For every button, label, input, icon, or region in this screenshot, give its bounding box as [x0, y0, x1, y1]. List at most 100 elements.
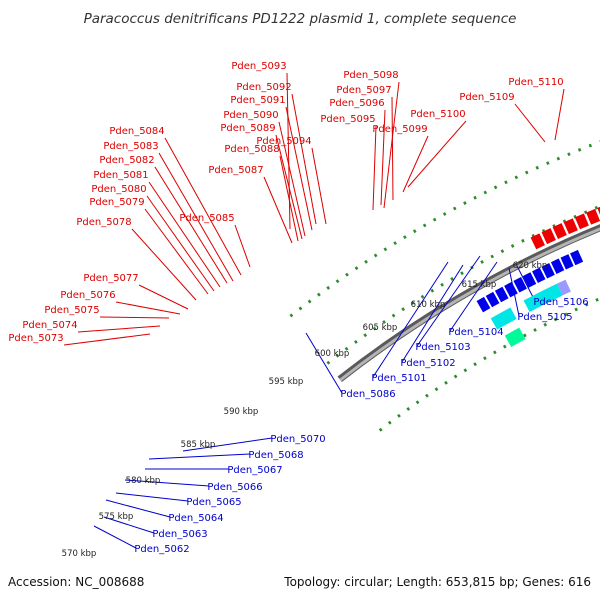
leader-line-pden-5102 — [401, 264, 464, 363]
forward-gene — [574, 213, 589, 230]
leader-line-pden-5083 — [158, 152, 234, 282]
leader-line-pden-5091 — [285, 106, 313, 231]
gene-label-pden-5070: Pden_5070 — [270, 434, 325, 445]
leader-line-pden-5099 — [402, 135, 429, 193]
gene-label-pden-5084: Pden_5084 — [109, 126, 164, 137]
tick-label-615-kbp: 615 kbp — [462, 280, 497, 290]
gene-label-pden-5091: Pden_5091 — [230, 95, 285, 106]
tick-label-610-kbp: 610 kbp — [411, 300, 446, 310]
reverse-gene — [494, 286, 509, 303]
accession-text: Accession: NC_008688 — [8, 575, 144, 589]
leader-line-pden-5070 — [182, 437, 273, 452]
gene-label-pden-5089: Pden_5089 — [220, 123, 275, 134]
leader-line-pden-5073 — [63, 333, 151, 346]
leader-line-pden-5086 — [305, 332, 343, 394]
gene-label-pden-5076: Pden_5076 — [60, 290, 115, 301]
leader-line-pden-5095 — [372, 125, 377, 211]
reverse-gene — [550, 258, 565, 274]
gene-label-pden-5096: Pden_5096 — [329, 98, 384, 109]
leader-line-pden-5082 — [154, 166, 228, 284]
gene-label-pden-5105: Pden_5105 — [517, 312, 572, 323]
gene-label-pden-5110: Pden_5110 — [508, 77, 563, 88]
leader-line-pden-5110 — [554, 88, 565, 141]
gene-label-pden-5080: Pden_5080 — [91, 184, 146, 195]
map-title: Paracoccus denitrificans PD1222 plasmid … — [84, 11, 517, 27]
gene-label-pden-5102: Pden_5102 — [400, 358, 455, 369]
reverse-block — [557, 279, 571, 296]
gene-label-pden-5067: Pden_5067 — [227, 465, 282, 476]
gene-label-pden-5075: Pden_5075 — [44, 305, 99, 316]
tick-label-575-kbp: 575 kbp — [99, 512, 134, 522]
gene-label-pden-5095: Pden_5095 — [320, 114, 375, 125]
gene-label-pden-5081: Pden_5081 — [93, 170, 148, 181]
reverse-gene — [485, 291, 500, 308]
leader-line-pden-5101 — [372, 261, 449, 378]
leader-line-pden-5074 — [77, 325, 161, 333]
leader-line-pden-5090 — [278, 121, 306, 237]
leader-line-pden-5088 — [279, 155, 299, 242]
forward-gene — [552, 223, 567, 240]
gene-label-pden-5086: Pden_5086 — [340, 389, 395, 400]
tick-label-585-kbp: 585 kbp — [181, 440, 216, 450]
gene-label-pden-5109: Pden_5109 — [459, 92, 514, 103]
gene-label-pden-5098: Pden_5098 — [343, 70, 398, 81]
leader-line-pden-5098 — [383, 81, 400, 209]
gene-labels: Pden_5093 Pden_5098 Pden_5110 Pden_5092 Pden… — [8, 61, 588, 555]
gene-label-pden-5097: Pden_5097 — [336, 85, 391, 96]
leader-line-pden-5089 — [275, 134, 303, 240]
gene-label-pden-5101: Pden_5101 — [371, 373, 426, 384]
leader-line-pden-5080 — [146, 195, 215, 292]
leader-line-pden-5084 — [164, 137, 242, 276]
gene-label-pden-5068: Pden_5068 — [248, 450, 303, 461]
gene-label-pden-5063: Pden_5063 — [152, 529, 207, 540]
leader-line-pden-5081 — [148, 181, 221, 288]
leader-line-pden-5064 — [105, 499, 171, 518]
reverse-block — [490, 307, 517, 330]
gene-label-pden-5078: Pden_5078 — [76, 217, 131, 228]
tick-label-570-kbp: 570 kbp — [62, 549, 97, 559]
scale-tick-labels: 570 kbp 575 kbp 580 kbp 585 kbp 590 kbp 595 k… — [62, 261, 548, 559]
leader-line-pden-5065 — [115, 492, 189, 502]
leader-line-pden-5109 — [514, 103, 546, 143]
leader-line-pden-5104 — [449, 261, 498, 332]
tick-label-580-kbp: 580 kbp — [126, 476, 161, 486]
gene-label-pden-5062: Pden_5062 — [134, 544, 189, 555]
reverse-gene — [513, 277, 527, 293]
leader-line-pden-5092 — [291, 93, 317, 225]
reverse-gene — [532, 267, 546, 284]
reverse-gene — [522, 272, 537, 288]
reverse-gene — [570, 249, 584, 266]
reverse-gene — [560, 254, 574, 270]
gene-label-pden-5085: Pden_5085 — [179, 213, 234, 224]
map-rings — [289, 140, 600, 432]
forward-gene — [530, 233, 545, 250]
gene-label-pden-5088: Pden_5088 — [224, 144, 279, 155]
gene-label-pden-5094: Pden_5094 — [256, 136, 311, 147]
reverse-gene — [504, 281, 518, 298]
leader-line-pden-5077 — [138, 284, 189, 310]
leader-line-pden-5087 — [263, 176, 293, 244]
gene-label-pden-5083: Pden_5083 — [103, 141, 158, 152]
leader-line-pden-5093 — [286, 72, 291, 230]
backbone-ring — [339, 227, 600, 382]
reverse-gene — [541, 263, 555, 279]
forward-gene — [586, 208, 600, 225]
gene-label-pden-5082: Pden_5082 — [99, 155, 154, 166]
gene-label-pden-5079: Pden_5079 — [89, 197, 144, 208]
gene-label-pden-5092: Pden_5092 — [236, 82, 291, 93]
leader-line-pden-5079 — [144, 208, 209, 295]
gene-label-pden-5104: Pden_5104 — [448, 327, 503, 338]
forward-gene — [563, 218, 578, 235]
leader-line-pden-5096 — [380, 109, 386, 206]
leader-line-pden-5078 — [131, 228, 197, 301]
gene-label-pden-5106: Pden_5106 — [533, 297, 588, 308]
gene-label-pden-5077: Pden_5077 — [83, 273, 138, 284]
leader-line-pden-5106 — [516, 265, 536, 302]
leader-line-pden-5100 — [407, 120, 467, 188]
leader-line-pden-5068 — [148, 453, 251, 460]
leader-line-pden-5075 — [99, 316, 170, 319]
tick-label-605-kbp: 605 kbp — [363, 323, 398, 333]
tick-label-595-kbp: 595 kbp — [269, 377, 304, 387]
label-leader-lines — [63, 72, 565, 549]
tick-label-620-kbp: 620 kbp — [513, 261, 548, 271]
